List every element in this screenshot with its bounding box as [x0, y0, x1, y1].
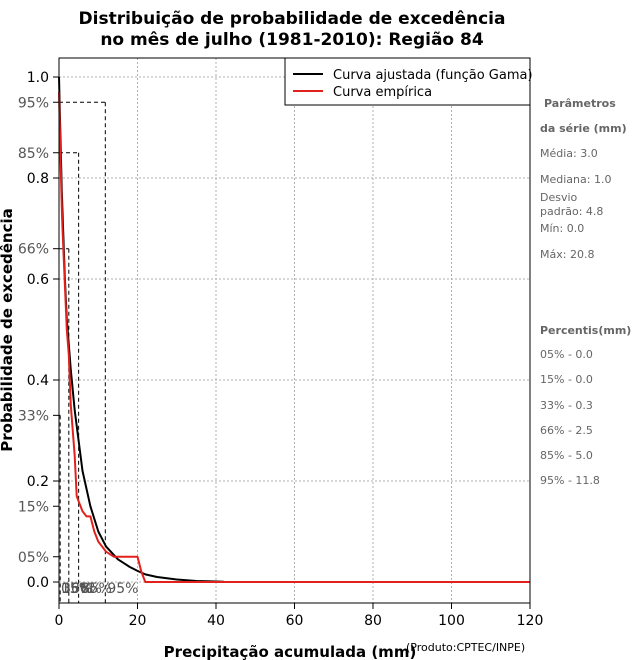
stat-mediana: Mediana: 1.0 — [540, 173, 611, 186]
x-tick-label-0: 0 — [55, 613, 64, 629]
stat-desvio-1: Desvio — [540, 191, 578, 204]
x-pct-label-1: 15% — [61, 581, 92, 597]
product-credit: (Produto:CPTEC/INPE) — [406, 641, 525, 654]
params-title-1: Parâmetros — [544, 97, 616, 110]
x-percent-labels: 05%15%33%66%85%95% — [61, 581, 138, 597]
y-pct-label-5: 05% — [18, 550, 49, 566]
y-percent-labels: 95% 85% 66% 33% 15% 05% — [18, 95, 59, 566]
x-pct-label-2: 33% — [62, 581, 93, 597]
y-pct-label-3: 33% — [18, 408, 49, 424]
y-tick-label-3: 0.6 — [27, 272, 49, 288]
y-tick-label-0: 0.0 — [27, 575, 49, 591]
stat-max: Máx: 20.8 — [540, 248, 594, 261]
percentil-66: 66% - 2.5 — [540, 424, 593, 437]
x-tick-label-5: 100 — [438, 613, 465, 629]
percentil-33: 33% - 0.3 — [540, 399, 593, 412]
x-axis-label: Precipitação acumulada (mm) — [164, 643, 417, 660]
x-tick-label-1: 20 — [129, 613, 147, 629]
percentis-title: Percentis(mm) — [540, 324, 631, 337]
percentil-95: 95% - 11.8 — [540, 474, 600, 487]
x-tick-label-3: 60 — [286, 613, 304, 629]
x-pct-label-3: 66% — [71, 581, 102, 597]
y-pct-label-2: 66% — [18, 242, 49, 258]
y-tick-label-1: 0.2 — [27, 474, 49, 490]
percentil-05: 05% - 0.0 — [540, 348, 593, 361]
legend-label-gamma: Curva ajustada (função Gama) — [333, 68, 533, 83]
x-pct-label-0: 05% — [61, 581, 92, 597]
y-pct-label-0: 95% — [18, 95, 49, 111]
percentil-85: 85% - 5.0 — [540, 449, 593, 462]
stat-media: Média: 3.0 — [540, 147, 598, 160]
params-title-2: da série (mm) — [540, 122, 627, 135]
x-tick-label-2: 40 — [207, 613, 225, 629]
stat-min: Mín: 0.0 — [540, 222, 584, 235]
chart-title-line2: no mês de julho (1981-2010): Região 84 — [100, 30, 484, 50]
x-pct-label-4: 85% — [81, 581, 112, 597]
x-tick-label-6: 120 — [517, 613, 544, 629]
legend-label-empirical: Curva empírica — [333, 85, 432, 100]
y-axis-label: Probabilidade de excedência — [0, 208, 16, 452]
x-axis: 0 20 40 60 80 100 120 — [55, 603, 544, 629]
y-axis: 0.0 0.2 0.4 0.6 0.8 1.0 — [27, 70, 59, 591]
series-line-1 — [58, 92, 530, 583]
x-pct-label-5: 95% — [107, 581, 138, 597]
stats-panel: Parâmetros da série (mm) Média: 3.0 Medi… — [540, 97, 631, 487]
y-pct-label-1: 85% — [18, 146, 49, 162]
series-line-0 — [58, 76, 224, 583]
grid-lines — [59, 58, 531, 603]
legend: Curva ajustada (função Gama) Curva empír… — [284, 57, 533, 106]
percentile-reference-lines — [58, 101, 106, 603]
y-tick-label-5: 1.0 — [27, 70, 49, 86]
y-pct-label-4: 15% — [18, 499, 49, 515]
stat-desvio-2: padrão: 4.8 — [540, 205, 603, 218]
y-tick-label-2: 0.4 — [27, 373, 49, 389]
legend-box — [284, 57, 531, 106]
x-tick-label-4: 80 — [364, 613, 382, 629]
series-group — [58, 76, 530, 583]
percentil-15: 15% - 0.0 — [540, 373, 593, 386]
chart-title-line1: Distribuição de probabilidade de excedên… — [79, 9, 506, 29]
y-tick-label-4: 0.8 — [27, 171, 49, 187]
